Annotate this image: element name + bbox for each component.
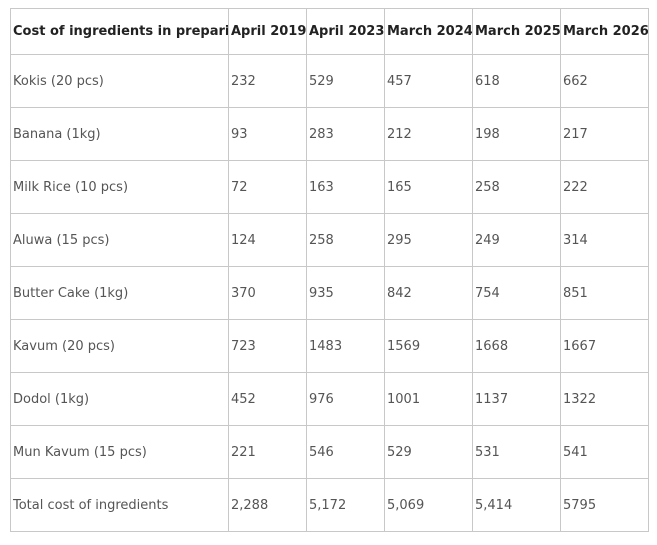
cell: 283 xyxy=(306,107,385,161)
cell: 72 xyxy=(228,160,307,214)
cell: 1001 xyxy=(384,372,473,426)
cell: 370 xyxy=(228,266,307,320)
cell: 1483 xyxy=(306,319,385,373)
cell: 5,414 xyxy=(472,478,561,532)
cell: 1667 xyxy=(560,319,649,373)
row-label: Butter Cake (1kg) xyxy=(10,266,229,320)
table-row: Dodol (1kg) 452 976 1001 1137 1322 xyxy=(10,372,649,426)
cell: 1137 xyxy=(472,372,561,426)
table-row: Mun Kavum (15 pcs) 221 546 529 531 541 xyxy=(10,425,649,479)
row-label: Dodol (1kg) xyxy=(10,372,229,426)
cell: 222 xyxy=(560,160,649,214)
header-cell: March 2024 xyxy=(384,8,473,55)
cell: 217 xyxy=(560,107,649,161)
cell: 5,069 xyxy=(384,478,473,532)
table-body: Kokis (20 pcs) 232 529 457 618 662 Banana (1kg… xyxy=(10,54,649,532)
cell: 723 xyxy=(228,319,307,373)
row-label: Kokis (20 pcs) xyxy=(10,54,229,108)
cell: 529 xyxy=(306,54,385,108)
cell: 1569 xyxy=(384,319,473,373)
cell: 546 xyxy=(306,425,385,479)
cell: 163 xyxy=(306,160,385,214)
table-row: Banana (1kg) 93 283 212 198 217 xyxy=(10,107,649,161)
header-cell: April 2023 xyxy=(306,8,385,55)
cell: 1322 xyxy=(560,372,649,426)
table-row: Milk Rice (10 pcs) 72 163 165 258 222 xyxy=(10,160,649,214)
cost-table: Cost of ingredients in preparing April 20… xyxy=(10,8,649,532)
cell: 314 xyxy=(560,213,649,267)
cell: 249 xyxy=(472,213,561,267)
table-container: Cost of ingredients in preparing April 20… xyxy=(10,8,649,532)
table-row: Kavum (20 pcs) 723 1483 1569 1668 1667 xyxy=(10,319,649,373)
header-cell: Cost of ingredients in preparing xyxy=(10,8,229,55)
cell: 198 xyxy=(472,107,561,161)
row-label: Mun Kavum (15 pcs) xyxy=(10,425,229,479)
cell: 754 xyxy=(472,266,561,320)
cell: 258 xyxy=(306,213,385,267)
cell: 452 xyxy=(228,372,307,426)
cell: 842 xyxy=(384,266,473,320)
table-row: Kokis (20 pcs) 232 529 457 618 662 xyxy=(10,54,649,108)
cell: 258 xyxy=(472,160,561,214)
cell: 531 xyxy=(472,425,561,479)
cell: 935 xyxy=(306,266,385,320)
cell: 662 xyxy=(560,54,649,108)
cell: 221 xyxy=(228,425,307,479)
row-label: Total cost of ingredients xyxy=(10,478,229,532)
row-label: Aluwa (15 pcs) xyxy=(10,213,229,267)
row-label: Kavum (20 pcs) xyxy=(10,319,229,373)
cell: 2,288 xyxy=(228,478,307,532)
cell: 1668 xyxy=(472,319,561,373)
cell: 93 xyxy=(228,107,307,161)
table-row: Butter Cake (1kg) 370 935 842 754 851 xyxy=(10,266,649,320)
cell: 976 xyxy=(306,372,385,426)
cell: 212 xyxy=(384,107,473,161)
table-row: Total cost of ingredients 2,288 5,172 5,069… xyxy=(10,478,649,532)
header-row: Cost of ingredients in preparing April 20… xyxy=(10,8,649,55)
cell: 5795 xyxy=(560,478,649,532)
cell: 457 xyxy=(384,54,473,108)
header-cell: March 2026 xyxy=(560,8,649,55)
cell: 529 xyxy=(384,425,473,479)
cell: 5,172 xyxy=(306,478,385,532)
cell: 232 xyxy=(228,54,307,108)
cell: 541 xyxy=(560,425,649,479)
cell: 124 xyxy=(228,213,307,267)
cell: 165 xyxy=(384,160,473,214)
cell: 618 xyxy=(472,54,561,108)
table-row: Aluwa (15 pcs) 124 258 295 249 314 xyxy=(10,213,649,267)
header-cell: April 2019 xyxy=(228,8,307,55)
row-label: Banana (1kg) xyxy=(10,107,229,161)
cell: 851 xyxy=(560,266,649,320)
cell: 295 xyxy=(384,213,473,267)
header-cell: March 2025 xyxy=(472,8,561,55)
row-label: Milk Rice (10 pcs) xyxy=(10,160,229,214)
